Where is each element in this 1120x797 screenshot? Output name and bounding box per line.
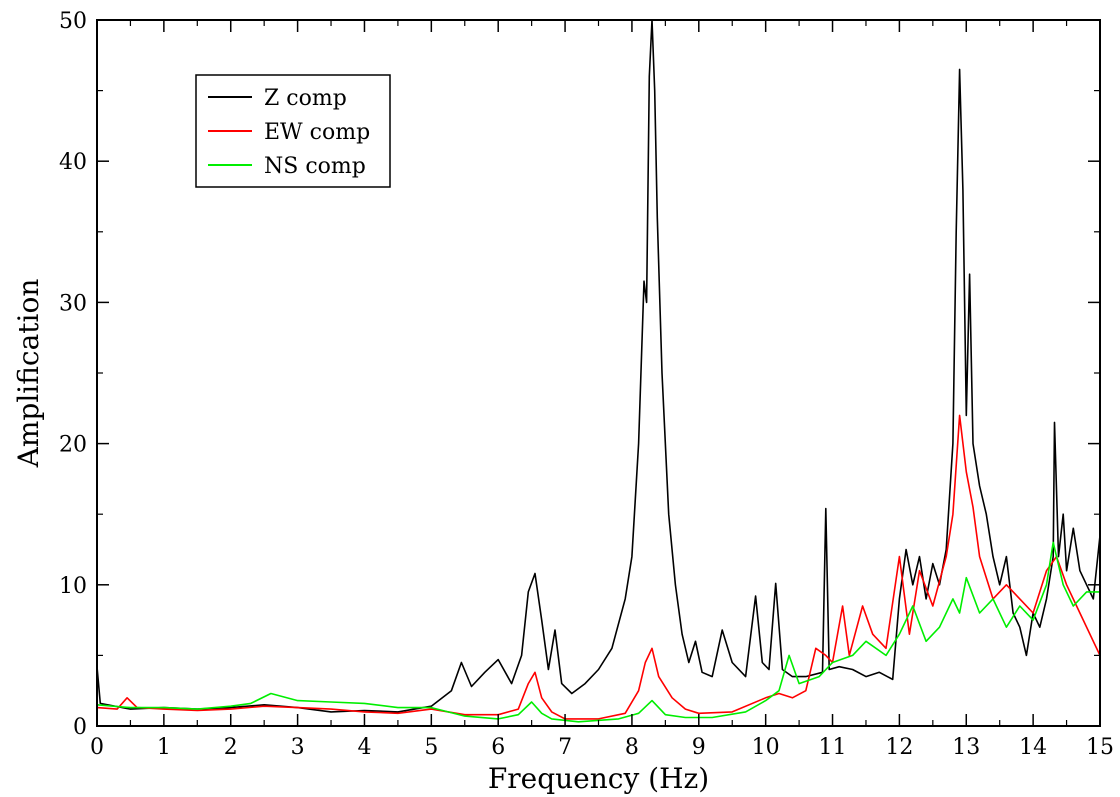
x-tick-label: 6: [491, 735, 505, 760]
series-line-z-comp: [96, 19, 1101, 713]
series-line-ns-comp: [96, 541, 1100, 723]
y-tick-label: 0: [73, 715, 87, 740]
y-tick-label: 50: [59, 9, 87, 34]
x-tick-label: 2: [224, 735, 238, 760]
legend-label: EW comp: [264, 120, 370, 145]
x-tick-label: 7: [558, 735, 572, 760]
x-tick-label: 1: [157, 735, 171, 760]
x-axis-title: Frequency (Hz): [488, 762, 709, 795]
y-axis-title: Amplification: [12, 279, 45, 469]
x-tick-label: 4: [357, 735, 371, 760]
x-tick-label: 9: [692, 735, 706, 760]
x-tick-label: 5: [424, 735, 438, 760]
legend-label: NS comp: [264, 154, 366, 179]
legend-label: Z comp: [264, 86, 347, 111]
legend: Z comp EW comp NS comp: [195, 74, 391, 188]
x-tick-label: 13: [952, 735, 980, 760]
ticks-layer: [96, 19, 1101, 727]
x-tick-label: 12: [885, 735, 913, 760]
x-tick-label: 14: [1019, 735, 1047, 760]
x-tick-label: 8: [625, 735, 639, 760]
series-line-ew-comp: [96, 414, 1101, 720]
y-tick-label: 40: [59, 150, 87, 175]
x-tick-label: 3: [291, 735, 305, 760]
legend-items: Z comp EW comp NS comp: [208, 86, 370, 179]
y-tick-label: 20: [59, 433, 87, 458]
x-tick-label: 10: [752, 735, 780, 760]
x-tick-label: 0: [90, 735, 104, 760]
x-tick-label: 15: [1086, 735, 1114, 760]
y-tick-label: 30: [59, 291, 87, 316]
x-tick-label: 11: [819, 735, 847, 760]
y-tick-label: 10: [59, 574, 87, 599]
series-layer: [96, 19, 1101, 723]
